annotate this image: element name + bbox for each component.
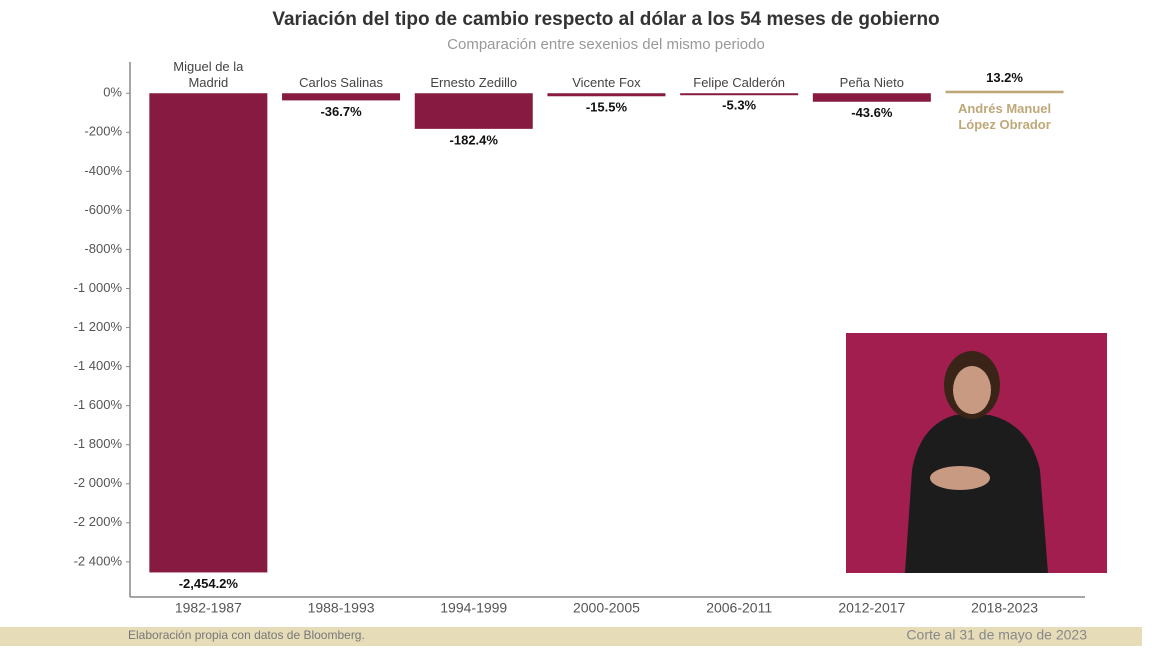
- bar-label: Felipe Calderón: [693, 75, 786, 91]
- value-label: 13.2%: [986, 70, 1023, 85]
- x-tick-label: 2018-2023: [971, 600, 1038, 616]
- x-tick-label: 1982-1987: [175, 600, 242, 616]
- bar: [680, 93, 799, 96]
- bar-label: Ernesto Zedillo: [430, 75, 518, 91]
- value-label: -2,454.2%: [179, 576, 239, 591]
- value-label: -5.3%: [722, 98, 756, 113]
- bar-label: Peña Nieto: [839, 75, 905, 91]
- bar-label: Andrés Manuel López Obrador: [957, 101, 1052, 133]
- bar: [945, 90, 1064, 94]
- source: Elaboración propia con datos de Bloomber…: [128, 628, 365, 642]
- y-tick-label: -2 200%: [74, 514, 123, 529]
- x-tick-label: 1988-1993: [308, 600, 375, 616]
- value-label: -43.6%: [851, 105, 893, 120]
- bar-label: Carlos Salinas: [299, 75, 383, 91]
- y-tick-label: 0%: [103, 85, 122, 100]
- bar: [547, 93, 666, 97]
- y-tick-label: -2 000%: [74, 475, 123, 490]
- x-tick-label: 2000-2005: [573, 600, 640, 616]
- bar: [812, 93, 931, 102]
- footer-band: [0, 627, 1142, 646]
- bar: [414, 93, 533, 129]
- y-tick-label: -1 600%: [74, 397, 123, 412]
- bar: [282, 93, 401, 101]
- bar-label: Miguel de la Madrid: [173, 59, 244, 91]
- bar: [149, 93, 268, 573]
- x-tick-label: 1994-1999: [440, 600, 507, 616]
- x-tick-label: 2012-2017: [838, 600, 905, 616]
- y-tick-label: -200%: [84, 124, 122, 139]
- y-tick-label: -600%: [84, 202, 122, 217]
- chart-title: Variación del tipo de cambio respecto al…: [272, 9, 939, 30]
- y-tick-label: -1 400%: [74, 358, 123, 373]
- y-tick-label: -1 000%: [74, 280, 123, 295]
- y-tick-label: -1 200%: [74, 319, 123, 334]
- y-tick-label: -2 400%: [74, 553, 123, 568]
- note: Corte al 31 de mayo de 2023: [906, 627, 1087, 643]
- y-tick-label: -400%: [84, 163, 122, 178]
- interpreter-video: [846, 333, 1107, 573]
- value-label: -15.5%: [586, 100, 628, 115]
- y-tick-label: -1 800%: [74, 436, 123, 451]
- bar-label: Vicente Fox: [572, 75, 641, 91]
- value-label: -36.7%: [320, 104, 362, 119]
- x-tick-label: 2006-2011: [706, 600, 772, 616]
- chart-subtitle: Comparación entre sexenios del mismo per…: [447, 36, 765, 53]
- y-tick-label: -800%: [84, 241, 122, 256]
- value-label: -182.4%: [450, 132, 499, 147]
